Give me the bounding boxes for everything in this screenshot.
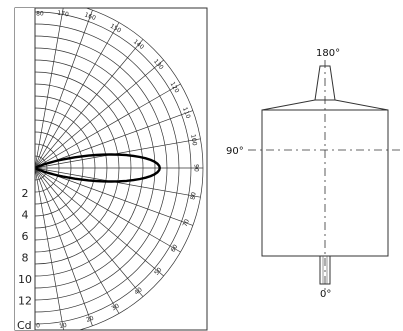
polar-radial-line — [34, 138, 201, 169]
polar-grid — [34, 8, 204, 330]
unit-label: Cd — [17, 319, 32, 331]
angle-tick: 50 — [153, 266, 163, 276]
label-0-degree: 0° — [320, 289, 331, 300]
polar-radial-line — [34, 167, 144, 297]
angle-tick-label: 50 — [153, 266, 163, 276]
angle-tick: 180 — [32, 11, 44, 18]
polar-radial-line — [34, 83, 181, 169]
angle-tick: 20 — [85, 315, 95, 324]
polar-radial-line — [34, 10, 93, 169]
polar-radial-line — [34, 22, 120, 169]
polar-radial-line — [34, 167, 93, 326]
angle-tick-label: 90 — [193, 164, 200, 172]
angle-tick: 0 — [36, 323, 40, 330]
angle-tick: 90 — [193, 164, 200, 172]
angle-tick: 40 — [133, 286, 143, 296]
angle-tick-label: 100 — [189, 134, 198, 147]
angle-tick: 110 — [181, 106, 192, 119]
radial-scale-label: 6 — [22, 230, 29, 243]
polar-radial-line — [34, 39, 144, 169]
angle-tick: 160 — [83, 11, 96, 22]
polar-frame — [14, 7, 208, 331]
angle-tick-labels: 180 170 1601501401301201101009080706050403… — [32, 10, 199, 331]
polar-radial-line — [34, 167, 164, 277]
polar-radial-line — [34, 167, 181, 253]
angle-tick-label: 180 — [32, 11, 44, 18]
radial-scale-label: 10 — [18, 273, 32, 286]
intensity-curve — [34, 153, 162, 183]
angle-tick-label: 30 — [110, 302, 120, 312]
angle-tick: 120 — [169, 81, 181, 95]
label-180-degree: 180° — [316, 48, 340, 59]
polar-radial-line — [34, 8, 64, 169]
angle-tick-label: 150 — [109, 23, 123, 35]
angle-tick: 130 — [152, 58, 165, 71]
angle-tick: 140 — [132, 38, 145, 51]
label-90-degree: 90° — [226, 146, 244, 157]
radial-scale-label: 8 — [22, 252, 29, 265]
angle-tick-label: 140 — [132, 38, 145, 51]
angle-tick-label: 80 — [189, 191, 197, 200]
angle-tick: 60 — [169, 243, 179, 253]
polar-intensity-diagram: 180 170 1601501401301201101009080706050403… — [14, 7, 208, 331]
angle-tick: 70 — [182, 218, 191, 228]
angle-tick: 100 — [189, 134, 198, 147]
angle-tick: 30 — [110, 302, 120, 312]
polar-radial-line — [34, 167, 201, 198]
angle-tick: 10 — [59, 322, 68, 330]
angle-tick-label: 40 — [133, 286, 143, 296]
angle-tick: 80 — [189, 191, 197, 200]
angle-tick-label: 110 — [181, 106, 192, 119]
angle-tick-label: 70 — [182, 218, 191, 228]
polar-left-band — [15, 8, 35, 330]
angle-tick-label: 60 — [169, 243, 179, 253]
polar-radial-line — [34, 59, 164, 169]
polar-radial-line — [34, 167, 120, 314]
polar-radial-line — [34, 110, 193, 169]
angle-tick: 170 — [57, 10, 70, 19]
angle-tick-label: 0 — [36, 323, 40, 330]
radial-scale-label: 2 — [22, 187, 29, 200]
angle-tick-label: 130 — [152, 58, 165, 71]
angle-tick-label: 10 — [59, 322, 68, 330]
angle-tick: 150 — [109, 23, 123, 35]
radial-scale-label: 4 — [22, 209, 29, 222]
fixture-diagram: 180° 90° 0° — [226, 48, 403, 300]
radial-scale-labels: 2 4 6 8 10 12 — [18, 187, 32, 308]
angle-tick-label: 170 — [57, 10, 70, 19]
radial-scale-label: 12 — [18, 295, 32, 308]
angle-tick-label: 120 — [169, 81, 181, 95]
angle-tick-label: 160 — [83, 11, 96, 22]
polar-radial-line — [34, 167, 64, 330]
polar-radial-line — [34, 167, 193, 226]
angle-tick-label: 20 — [85, 315, 95, 324]
